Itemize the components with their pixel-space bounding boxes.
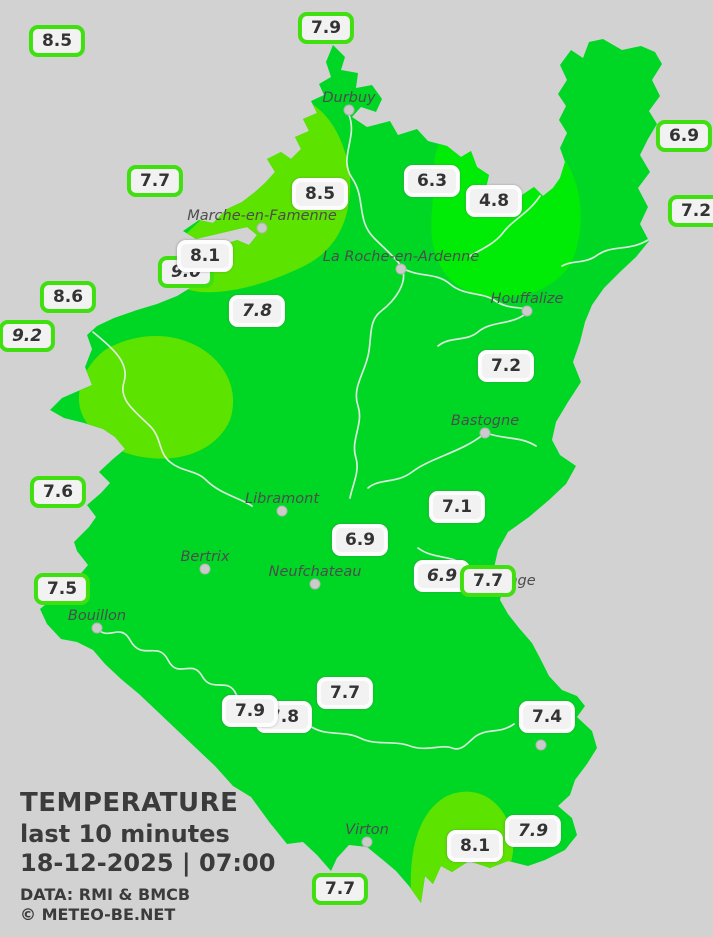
city-label: Marche-en-Famenne bbox=[187, 208, 337, 224]
city-label: La Roche-en-Ardenne bbox=[322, 249, 480, 265]
city-label: Houffalize bbox=[490, 291, 564, 307]
river-branch-east bbox=[401, 267, 529, 311]
map-subtitle: last 10 minutes bbox=[20, 819, 230, 848]
river-ourthe bbox=[346, 114, 405, 499]
warm-zone-west bbox=[78, 335, 234, 459]
temperature-label: 7.9 bbox=[297, 12, 355, 44]
map-title: TEMPERATURE bbox=[20, 788, 239, 818]
river-bastogne-west bbox=[367, 433, 485, 489]
temperature-label: 7.2 bbox=[667, 195, 713, 227]
temperature-label: 7.5 bbox=[33, 573, 91, 605]
city-label: Bastogne bbox=[450, 413, 520, 429]
city-dot bbox=[535, 739, 547, 751]
city-dot bbox=[309, 578, 321, 590]
city-dot bbox=[256, 222, 268, 234]
temperature-label: 7.6 bbox=[29, 476, 87, 508]
title-block: TEMPERATURE last 10 minutes 18-12-2025 |… bbox=[20, 788, 275, 924]
river-northeast bbox=[561, 239, 649, 267]
city-dot bbox=[395, 263, 407, 275]
city-label: Bertrix bbox=[180, 549, 230, 565]
temperature-label: 7.7 bbox=[311, 873, 369, 905]
city-dot bbox=[91, 622, 103, 634]
temperature-label: 7.7 bbox=[459, 565, 517, 597]
temperature-label: 7.1 bbox=[428, 491, 486, 523]
temperature-label: 6.9 bbox=[331, 524, 389, 556]
temperature-label: 8.5 bbox=[28, 25, 86, 57]
temperature-label: 6.9 bbox=[655, 120, 713, 152]
temperature-label: 8.5 bbox=[291, 178, 349, 210]
city-label: Libramont bbox=[244, 491, 320, 507]
temperature-label: 8.1 bbox=[446, 830, 504, 862]
city-dot bbox=[343, 104, 355, 116]
city-dot bbox=[199, 563, 211, 575]
city-dot bbox=[276, 505, 288, 517]
river-bastogne-east bbox=[485, 432, 537, 447]
city-dot bbox=[361, 836, 373, 848]
temperature-label: 7.2 bbox=[477, 350, 535, 382]
temperature-label: 4.8 bbox=[465, 185, 523, 217]
city-label: Neufchateau bbox=[268, 564, 362, 580]
temperature-label: 8.1 bbox=[176, 240, 234, 272]
temperature-label: 6.3 bbox=[403, 165, 461, 197]
city-dot bbox=[479, 427, 491, 439]
city-label: Bouillon bbox=[67, 608, 127, 624]
temperature-label: 7.9 bbox=[221, 695, 279, 727]
river-notch bbox=[469, 195, 541, 257]
temperature-label: 7.8 bbox=[228, 295, 286, 327]
temperature-label: 8.6 bbox=[39, 281, 97, 313]
temperature-label: 7.4 bbox=[518, 701, 576, 733]
map-datetime: 18-12-2025 | 07:00 bbox=[20, 848, 276, 877]
city-dot bbox=[521, 305, 533, 317]
map-data-source: DATA: RMI & BMCB bbox=[20, 885, 191, 905]
city-label: Durbuy bbox=[322, 90, 376, 106]
temperature-label: 9.2 bbox=[0, 320, 56, 352]
city-label: Virton bbox=[345, 822, 389, 838]
temperature-label: 7.9 bbox=[504, 815, 562, 847]
river-houffalize bbox=[437, 311, 529, 347]
river-west-border bbox=[92, 331, 253, 507]
temperature-label: 7.7 bbox=[126, 165, 184, 197]
temperature-label: 7.7 bbox=[316, 677, 374, 709]
map-copyright: © METEO-BE.NET bbox=[20, 904, 176, 924]
